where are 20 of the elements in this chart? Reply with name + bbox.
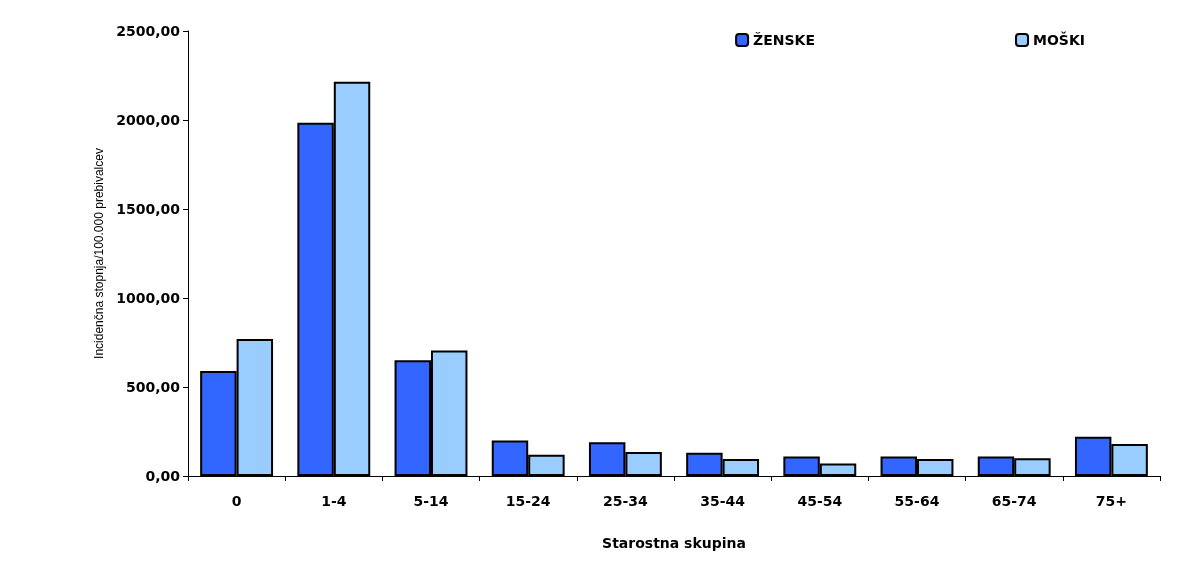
x-tick-label: 0 [231, 493, 242, 509]
y-axis-title: Incidenčna stopnja/100.000 prebivalcev [92, 148, 107, 359]
x-tick-label: 75+ [1095, 493, 1128, 509]
y-tick-label: 0,00 [145, 468, 181, 484]
x-tick-label: 55-64 [894, 493, 940, 509]
y-tick-label: 1500,00 [116, 201, 181, 217]
x-tick-label: 35-44 [700, 493, 746, 509]
x-tick-label: 45-54 [797, 493, 843, 509]
x-tick-label: 15-24 [505, 493, 551, 509]
x-tick-label: 25-34 [603, 493, 649, 509]
y-tick-label: 500,00 [125, 379, 181, 395]
legend-label: ŽENSKE [753, 32, 816, 48]
x-tick-label: 5-14 [413, 493, 449, 509]
x-tick-label: 65-74 [991, 493, 1037, 509]
y-tick-label: 2000,00 [116, 112, 181, 128]
y-tick-label: 1000,00 [116, 290, 181, 306]
y-tick-label: 2500,00 [116, 23, 181, 39]
legend-label: MOŠKI [1033, 31, 1086, 48]
x-axis-title: Starostna skupina [602, 535, 746, 551]
x-tick-label: 1-4 [321, 493, 347, 509]
